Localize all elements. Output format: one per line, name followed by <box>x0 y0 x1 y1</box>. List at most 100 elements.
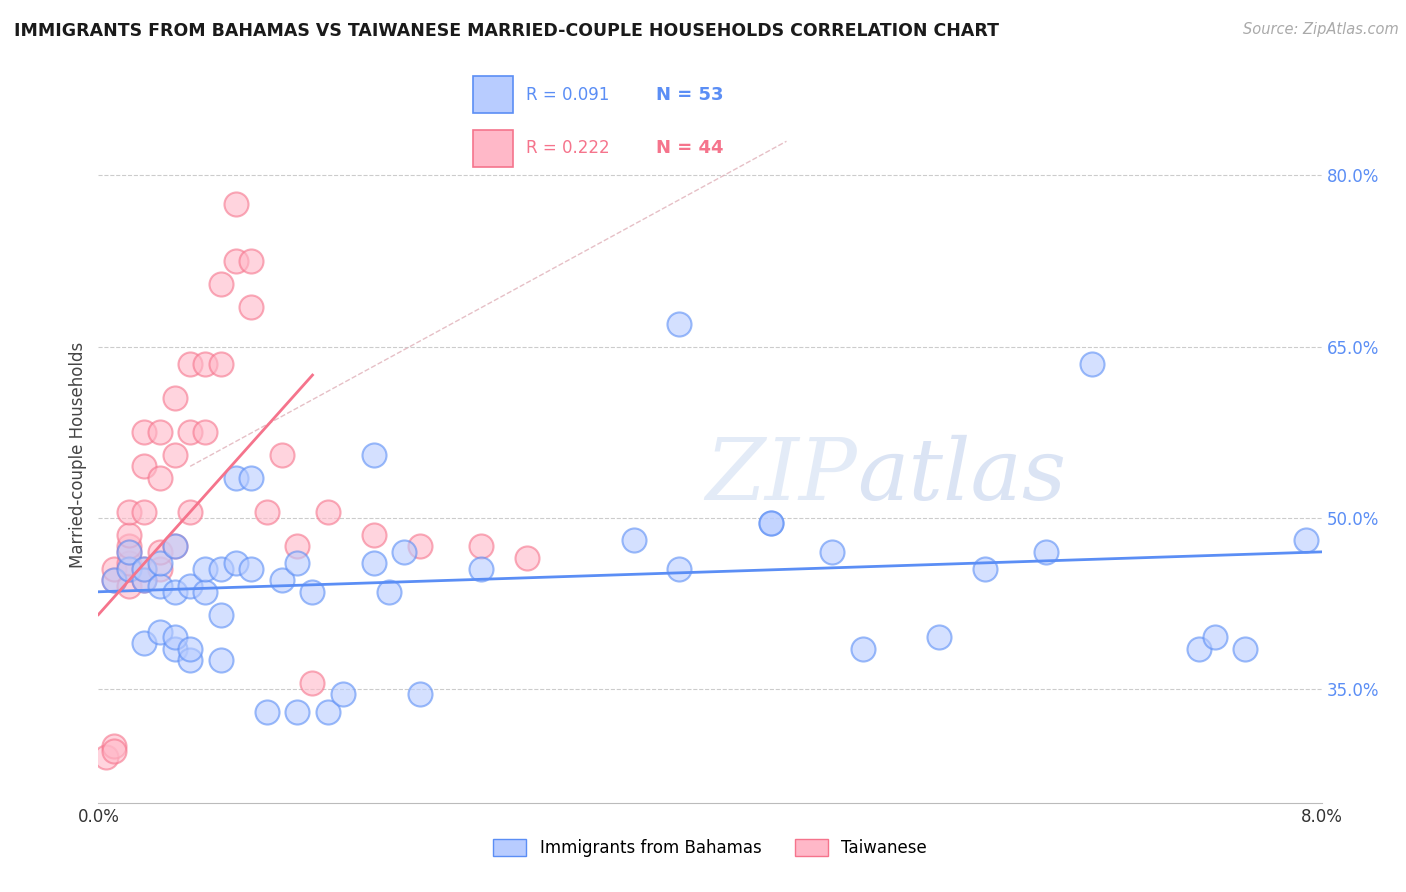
Point <box>821 545 844 559</box>
Point <box>103 574 125 588</box>
Point <box>1295 533 1317 548</box>
Point <box>759 516 782 531</box>
Point <box>194 357 217 371</box>
Point <box>225 197 247 211</box>
Point <box>209 277 232 291</box>
Point <box>134 574 156 588</box>
Point <box>149 556 172 570</box>
Text: Source: ZipAtlas.com: Source: ZipAtlas.com <box>1243 22 1399 37</box>
Point <box>408 539 430 553</box>
Point <box>378 584 401 599</box>
Point <box>163 448 186 462</box>
Point <box>240 300 263 314</box>
Point <box>316 505 339 519</box>
Point <box>163 631 186 645</box>
Point <box>408 688 430 702</box>
Point <box>363 528 385 542</box>
Point <box>134 636 156 650</box>
Point <box>118 556 141 570</box>
Point <box>974 562 997 576</box>
Point <box>179 653 201 667</box>
Point <box>516 550 538 565</box>
Point <box>256 705 278 719</box>
Point <box>118 545 141 559</box>
Text: N = 44: N = 44 <box>655 139 723 157</box>
Point <box>194 562 217 576</box>
Legend: Immigrants from Bahamas, Taiwanese: Immigrants from Bahamas, Taiwanese <box>486 832 934 864</box>
Point <box>103 562 125 576</box>
Point <box>134 574 156 588</box>
Point <box>316 705 339 719</box>
Point <box>118 505 141 519</box>
Point <box>1204 631 1226 645</box>
Bar <box>474 129 513 167</box>
Point <box>270 448 294 462</box>
Point <box>240 562 263 576</box>
Text: ZIP: ZIP <box>704 434 856 517</box>
Point <box>149 579 172 593</box>
Point <box>240 254 263 268</box>
Point <box>194 584 217 599</box>
Bar <box>474 77 513 113</box>
Text: R = 0.091: R = 0.091 <box>526 86 609 103</box>
Point <box>285 539 308 553</box>
Point <box>270 574 294 588</box>
Point <box>209 607 232 622</box>
Point <box>256 505 278 519</box>
Point <box>194 425 217 439</box>
Point <box>149 545 172 559</box>
Point <box>179 505 201 519</box>
Point <box>225 471 247 485</box>
Point <box>163 539 186 553</box>
Point <box>179 425 201 439</box>
Point <box>301 676 323 690</box>
Point <box>179 579 201 593</box>
Point <box>134 459 156 474</box>
Point <box>134 505 156 519</box>
Point <box>209 562 232 576</box>
Point <box>852 641 875 656</box>
Point <box>163 584 186 599</box>
Point <box>1188 641 1211 656</box>
Point <box>668 317 690 331</box>
Point <box>1035 545 1057 559</box>
Point <box>285 556 308 570</box>
Y-axis label: Married-couple Households: Married-couple Households <box>69 342 87 568</box>
Point <box>134 562 156 576</box>
Point <box>363 448 385 462</box>
Point <box>149 562 172 576</box>
Text: atlas: atlas <box>856 434 1066 517</box>
Point <box>103 574 125 588</box>
Point <box>470 562 492 576</box>
Point <box>332 688 354 702</box>
Point <box>240 471 263 485</box>
Point <box>1081 357 1104 371</box>
Point <box>928 631 950 645</box>
Point <box>163 641 186 656</box>
Point <box>118 545 141 559</box>
Point <box>163 391 186 405</box>
Point <box>134 562 156 576</box>
Point <box>1234 641 1257 656</box>
Point <box>623 533 645 548</box>
Point <box>363 556 385 570</box>
Text: N = 53: N = 53 <box>655 86 723 103</box>
Point <box>179 357 201 371</box>
Point <box>163 539 186 553</box>
Point <box>179 641 201 656</box>
Point <box>225 556 247 570</box>
Point <box>103 739 125 753</box>
Point <box>149 624 172 639</box>
Point <box>392 545 416 559</box>
Point <box>118 539 141 553</box>
Point <box>668 562 690 576</box>
Point <box>759 516 782 531</box>
Point <box>149 425 172 439</box>
Text: R = 0.222: R = 0.222 <box>526 139 609 157</box>
Point <box>285 705 308 719</box>
Point <box>118 562 141 576</box>
Point <box>118 579 141 593</box>
Point <box>470 539 492 553</box>
Point <box>134 425 156 439</box>
Point <box>94 750 117 764</box>
